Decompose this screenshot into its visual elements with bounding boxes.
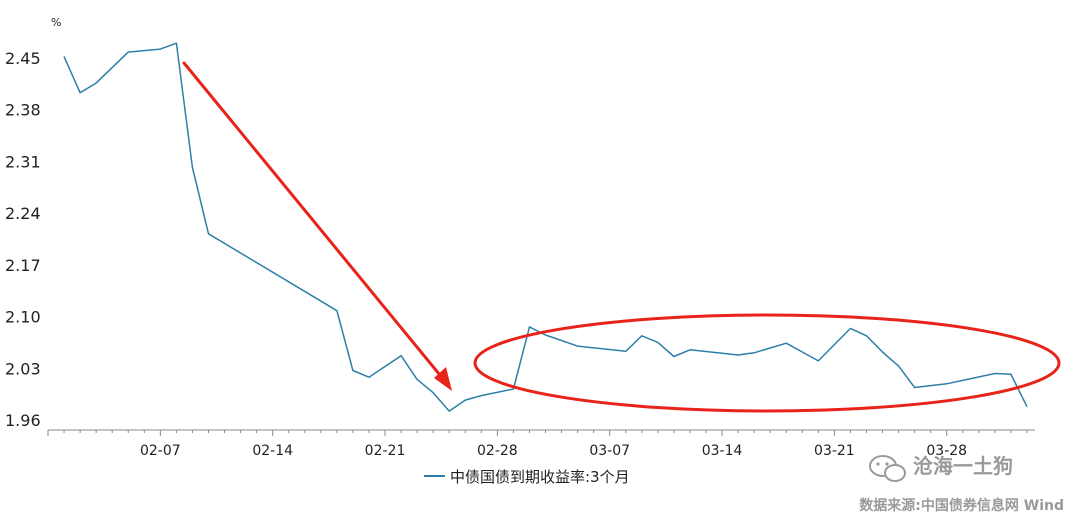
y-axis-ticks: 2.45 2.38 2.31 2.24 2.17 2.10 2.03 1.96 bbox=[5, 49, 41, 430]
x-tick-label: 02-28 bbox=[477, 443, 518, 459]
y-tick-label: 2.10 bbox=[5, 308, 41, 327]
x-axis-ticks: 02-07 02-14 02-21 02-28 03-07 03-14 03-21 03-28 bbox=[140, 443, 967, 459]
x-tick-label: 03-14 bbox=[702, 443, 743, 459]
red-arrow-head bbox=[434, 367, 452, 391]
x-tick-label: 02-14 bbox=[252, 443, 293, 459]
series-line bbox=[63, 42, 1028, 412]
x-tick-label: 03-28 bbox=[926, 443, 967, 459]
y-tick-label: 1.96 bbox=[5, 411, 41, 430]
y-tick-label: 2.17 bbox=[5, 256, 41, 275]
y-tick-label: 2.24 bbox=[5, 204, 41, 223]
y-tick-label: 2.03 bbox=[5, 359, 41, 378]
x-tick-label: 03-21 bbox=[814, 443, 855, 459]
y-tick-label: 2.31 bbox=[5, 152, 41, 171]
watermark-text: 沧海一土狗 bbox=[913, 454, 1013, 478]
x-tick-label: 02-21 bbox=[365, 443, 406, 459]
wechat-icon bbox=[869, 455, 906, 482]
x-axis-minor-ticks bbox=[47, 430, 1028, 436]
y-axis-unit: % bbox=[51, 16, 61, 29]
red-ellipse bbox=[473, 313, 1061, 413]
legend-label: 中债国债到期收益率:3个月 bbox=[450, 468, 630, 486]
source-note: 数据来源:中国债券信息网 Wind bbox=[859, 497, 1064, 514]
x-tick-label: 03-07 bbox=[589, 443, 630, 459]
x-tick-label: 02-07 bbox=[140, 443, 181, 459]
y-tick-label: 2.45 bbox=[5, 49, 41, 68]
y-tick-label: 2.38 bbox=[5, 101, 41, 120]
red-arrow bbox=[182, 61, 446, 382]
